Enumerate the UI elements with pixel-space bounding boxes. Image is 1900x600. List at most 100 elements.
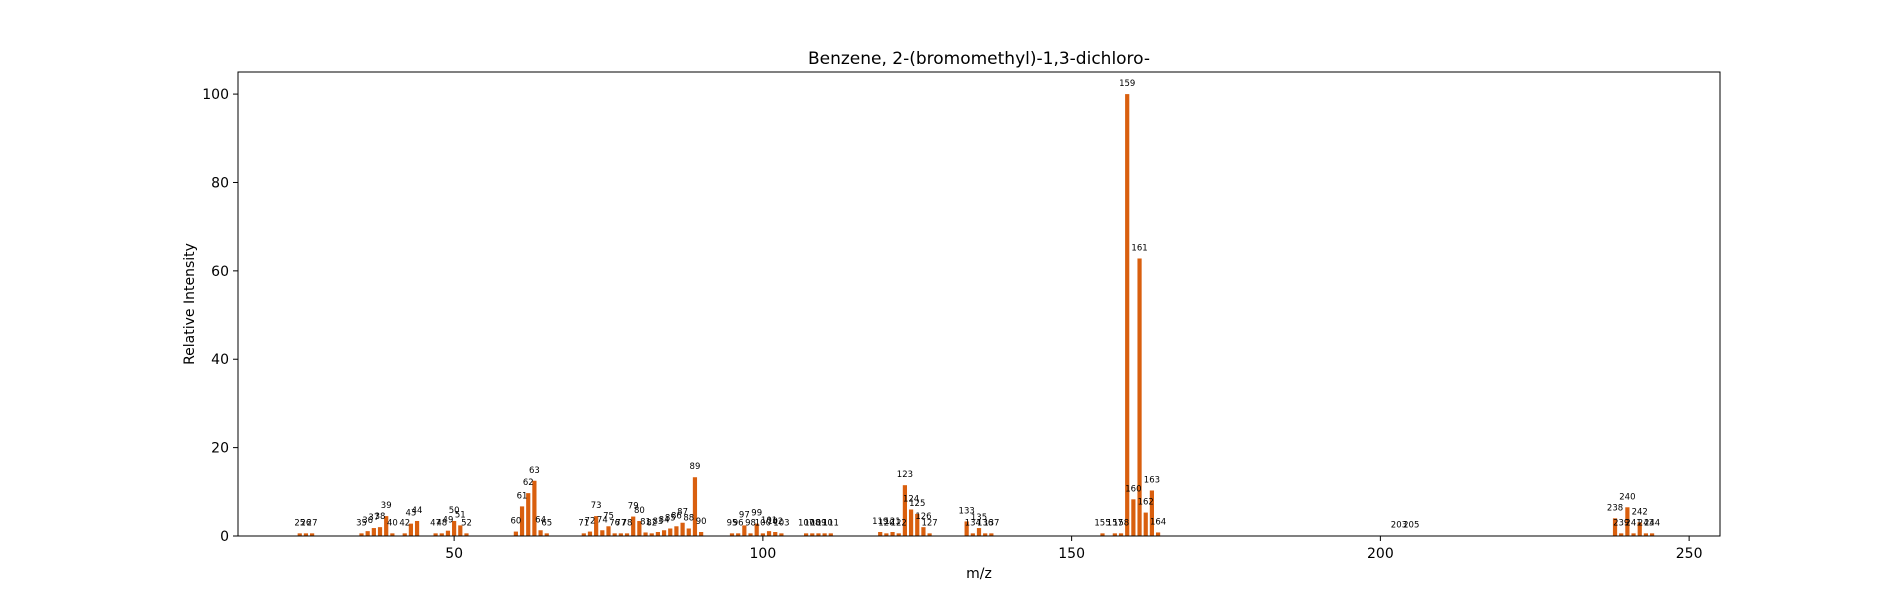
peak-label-mz-99: 99 [751, 509, 762, 519]
bar-mz-120 [884, 533, 889, 536]
peak-label-mz-25: 25 [294, 518, 305, 528]
bar-mz-103 [779, 533, 784, 536]
peak-label-mz-98: 98 [745, 518, 756, 528]
peak-label-mz-240: 240 [1619, 492, 1635, 502]
bar-mz-119 [878, 532, 883, 536]
bar-mz-85 [668, 528, 673, 536]
bar-mz-158 [1118, 533, 1124, 536]
peak-label-mz-122: 122 [891, 518, 907, 528]
bar-mz-25 [297, 533, 302, 536]
peak-label-mz-203: 203 [1391, 521, 1407, 531]
peak-label-mz-239: 239 [1613, 518, 1629, 528]
peak-label-mz-161: 161 [1131, 243, 1147, 253]
bar-mz-74 [600, 530, 605, 536]
peak-label-mz-242: 242 [1632, 507, 1648, 517]
bar-mz-71 [581, 533, 586, 536]
y-tick-label: 0 [220, 529, 229, 545]
bar-mz-98 [748, 533, 753, 536]
peak-label-mz-86: 86 [671, 511, 682, 521]
peak-label-mz-76: 76 [609, 518, 620, 528]
peak-label-mz-71: 71 [578, 518, 589, 528]
peak-label-mz-36: 36 [362, 516, 373, 526]
bar-mz-133 [964, 521, 969, 536]
bar-mz-137 [989, 533, 994, 536]
peak-label-mz-37: 37 [368, 513, 379, 523]
bar-mz-100 [760, 533, 765, 536]
bar-mz-47 [433, 533, 438, 536]
peak-label-mz-42: 42 [399, 518, 410, 528]
peak-label-mz-51: 51 [455, 510, 466, 520]
bar-mz-78 [624, 533, 630, 536]
peak-label-mz-124: 124 [903, 494, 919, 504]
bar-mz-65 [544, 533, 549, 536]
x-tick-label: 100 [750, 546, 777, 562]
peak-label-mz-40: 40 [387, 518, 398, 528]
bar-mz-123 [902, 485, 907, 536]
peak-label-mz-133: 133 [959, 506, 975, 516]
peak-label-mz-121: 121 [884, 517, 900, 527]
bar-mz-135 [976, 528, 982, 536]
peak-label-mz-110: 110 [817, 518, 833, 528]
peak-label-mz-77: 77 [615, 518, 626, 528]
peak-label-mz-73: 73 [591, 501, 602, 511]
peak-label-mz-50: 50 [449, 506, 460, 516]
bar-mz-50 [452, 520, 457, 536]
peak-label-mz-65: 65 [541, 518, 552, 528]
bar-mz-155 [1100, 533, 1105, 536]
x-tick-label: 150 [1058, 546, 1085, 562]
bar-mz-77 [618, 533, 623, 536]
peak-label-mz-87: 87 [677, 508, 688, 518]
peak-label-mz-157: 157 [1107, 518, 1123, 528]
bar-mz-35 [359, 533, 364, 536]
bar-mz-49 [445, 530, 451, 536]
x-tick-label: 50 [445, 546, 463, 562]
bar-mz-82 [649, 533, 654, 536]
bar-mz-102 [773, 532, 778, 536]
bar-mz-244 [1649, 533, 1655, 536]
peak-label-mz-60: 60 [510, 517, 521, 527]
y-axis-label: Relative Intensity [182, 243, 198, 365]
peak-label-mz-85: 85 [665, 513, 676, 523]
peak-label-mz-79: 79 [628, 502, 639, 512]
bar-mz-90 [699, 532, 704, 536]
peak-label-mz-83: 83 [652, 517, 663, 527]
peak-label-mz-26: 26 [301, 518, 312, 528]
peak-label-mz-109: 109 [810, 518, 826, 528]
peak-label-mz-158: 158 [1113, 518, 1129, 528]
bar-mz-64 [538, 530, 543, 536]
peak-label-mz-27: 27 [307, 518, 318, 528]
peak-label-mz-90: 90 [696, 517, 707, 527]
peak-label-mz-244: 244 [1644, 518, 1660, 528]
bar-mz-122 [896, 533, 901, 536]
bar-mz-73 [594, 516, 599, 536]
bar-mz-52 [464, 533, 469, 536]
bar-mz-121 [890, 532, 895, 536]
bar-mz-109 [816, 533, 821, 536]
peak-label-mz-107: 107 [798, 518, 814, 528]
bar-mz-107 [804, 533, 809, 536]
y-tick-label: 100 [202, 87, 229, 103]
bar-mz-127 [927, 533, 932, 536]
bar-mz-36 [365, 531, 370, 536]
x-axis-label: m/z [966, 566, 992, 582]
peak-label-mz-127: 127 [921, 518, 937, 528]
peak-label-mz-155: 155 [1094, 518, 1110, 528]
peak-label-mz-82: 82 [646, 518, 657, 528]
bar-mz-62 [526, 493, 531, 536]
bar-mz-51 [458, 525, 463, 536]
peak-label-mz-64: 64 [535, 515, 546, 525]
peak-label-mz-120: 120 [878, 518, 894, 528]
bar-mz-99 [754, 523, 759, 536]
bar-mz-108 [810, 533, 815, 536]
bar-mz-63 [532, 480, 537, 536]
peak-label-mz-97: 97 [739, 510, 750, 520]
peak-label-mz-160: 160 [1125, 484, 1141, 494]
bar-mz-124 [908, 509, 914, 536]
peak-label-mz-100: 100 [755, 518, 771, 528]
peak-label-mz-35: 35 [356, 518, 367, 528]
bar-mz-75 [606, 526, 611, 536]
bar-mz-84 [661, 530, 667, 536]
peak-label-mz-238: 238 [1607, 503, 1623, 513]
peak-label-mz-159: 159 [1119, 79, 1135, 89]
